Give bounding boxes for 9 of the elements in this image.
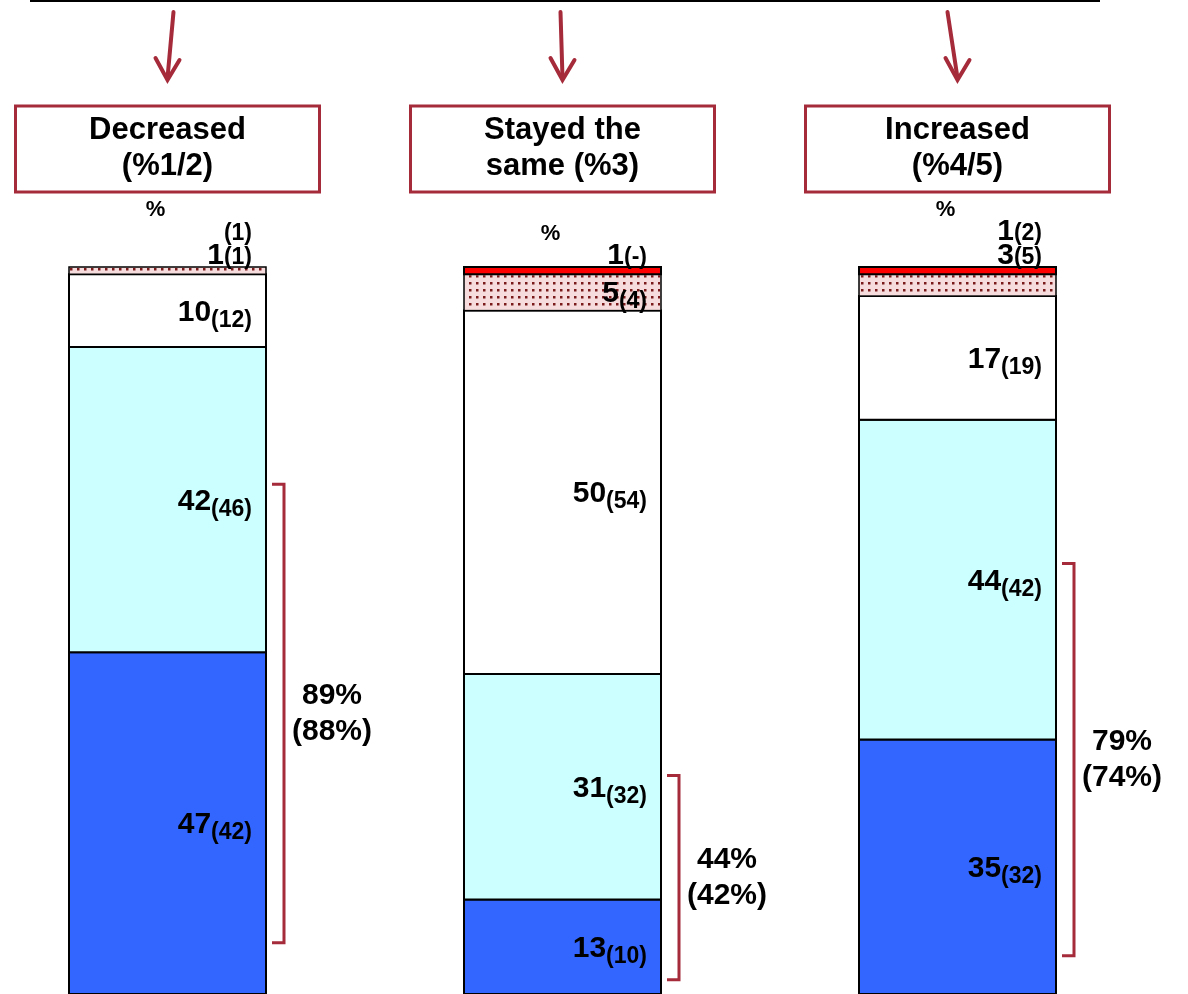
x-tick-label: Decreased (%1/2) xyxy=(89,111,246,182)
x-tick-label: Stayed the same (%3) xyxy=(484,111,641,182)
text: % xyxy=(540,220,561,245)
text: % xyxy=(935,196,956,221)
text: % xyxy=(145,196,166,221)
x-tick-label: Increased (%4/5) xyxy=(885,111,1030,182)
annotation: 79% (74%) xyxy=(1081,722,1163,792)
annotation: 89% (88%) xyxy=(291,676,373,746)
annotation: 44% (42%) xyxy=(686,840,768,910)
